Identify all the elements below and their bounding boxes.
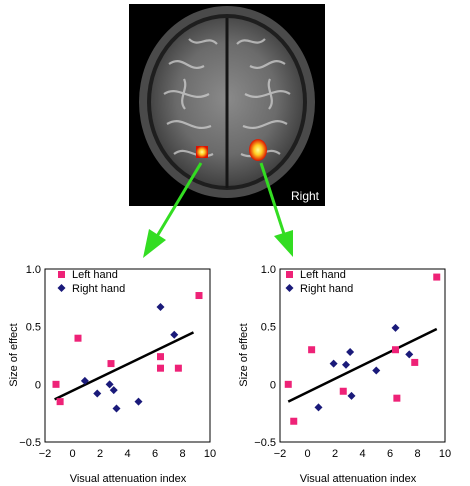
y-axis-label: Size of effect xyxy=(8,323,20,386)
data-points xyxy=(52,292,203,413)
left-arrow-shaft xyxy=(154,162,203,239)
legend-right-hand-marker xyxy=(57,284,66,292)
left-hand-point-2 xyxy=(308,346,316,354)
left-hand-point-0 xyxy=(52,380,60,388)
left-hand-point-3 xyxy=(339,387,347,395)
scatter-plot-right: −2 0 2 4 6 8 10 −0.5 0 0.5 1.0 Left hand Right ha… xyxy=(238,264,451,485)
left-arrow-head xyxy=(143,229,166,258)
right-hand-point-3 xyxy=(346,348,355,357)
x-tick-label: 8 xyxy=(179,448,185,460)
y-tick-label: 0.5 xyxy=(26,322,41,334)
left-hand-point-2 xyxy=(74,334,82,342)
data-points xyxy=(284,273,441,425)
left-hand-point-6 xyxy=(411,358,419,366)
left-hand-point-5 xyxy=(157,364,164,372)
y-tick-label: 1.0 xyxy=(261,264,276,276)
right-hand-point-7 xyxy=(170,330,179,339)
legend-right-hand-marker xyxy=(285,284,294,292)
right-hand-point-6 xyxy=(156,303,165,312)
left-hand-point-7 xyxy=(195,292,203,300)
x-tick-label: 6 xyxy=(152,448,158,460)
arrows xyxy=(143,162,293,258)
brain-mri-image: Right xyxy=(129,4,325,206)
y-tick-label: 0 xyxy=(35,379,41,391)
scatter-plot-left: −2 0 2 4 6 8 10 −0.5 0 0.5 1.0 Left hand Right ha… xyxy=(8,264,216,485)
legend-left-hand-marker xyxy=(286,271,293,278)
x-tick-label: 0 xyxy=(69,448,75,460)
x-tick-label: 8 xyxy=(414,448,420,460)
right-hand-point-0 xyxy=(80,376,89,385)
trendline xyxy=(287,327,438,403)
x-tick-label: 4 xyxy=(124,448,130,460)
legend: Left hand Right hand xyxy=(57,269,125,295)
left-hand-point-0 xyxy=(284,380,292,388)
legend-right-hand-label: Right hand xyxy=(300,283,353,295)
x-tick-label: −2 xyxy=(39,448,52,460)
x-tick-label: 10 xyxy=(204,448,216,460)
left-hand-point-1 xyxy=(290,417,298,425)
right-hand-point-6 xyxy=(391,323,400,332)
right-hand-point-0 xyxy=(314,403,323,412)
x-tick-labels: −2 0 2 4 6 8 10 xyxy=(39,448,216,460)
x-axis-label: Visual attenuation index xyxy=(300,473,417,485)
left-hand-point-4 xyxy=(157,353,164,361)
x-tick-labels: −2 0 2 4 6 8 10 xyxy=(274,448,451,460)
y-tick-label: 0 xyxy=(270,379,276,391)
legend-right-hand-label: Right hand xyxy=(72,283,125,295)
x-axis-label: Visual attenuation index xyxy=(70,473,187,485)
legend: Left hand Right hand xyxy=(285,269,353,295)
right-arrow-head xyxy=(274,230,293,257)
side-label: Right xyxy=(291,189,320,203)
x-tick-label: 2 xyxy=(332,448,338,460)
left-activation-spot xyxy=(196,146,208,158)
right-hand-point-4 xyxy=(347,391,356,400)
y-tick-label: −0.5 xyxy=(254,437,276,449)
right-hand-point-3 xyxy=(109,386,118,395)
y-axis-label: Size of effect xyxy=(238,323,250,386)
y-tick-labels: −0.5 0 0.5 1.0 xyxy=(19,264,41,449)
x-tick-label: 2 xyxy=(97,448,103,460)
left-hand-point-7 xyxy=(433,273,441,281)
left-hand-point-5 xyxy=(393,394,401,402)
left-hand-point-3 xyxy=(107,360,115,368)
right-hand-point-2 xyxy=(105,380,114,389)
y-tick-label: 0.5 xyxy=(261,322,276,334)
plot-frame xyxy=(44,268,211,443)
y-tick-labels: −0.5 0 0.5 1.0 xyxy=(254,264,276,449)
right-hand-point-5 xyxy=(372,366,381,375)
right-hand-point-1 xyxy=(329,359,338,368)
left-hand-point-4 xyxy=(392,346,399,354)
x-tick-label: −2 xyxy=(274,448,287,460)
trendline xyxy=(54,331,195,401)
x-tick-label: 0 xyxy=(304,448,310,460)
y-tick-label: −0.5 xyxy=(19,437,41,449)
legend-left-hand-label: Left hand xyxy=(300,269,346,281)
right-hand-point-1 xyxy=(93,389,102,398)
x-tick-label: 6 xyxy=(387,448,393,460)
legend-left-hand-marker xyxy=(58,271,65,278)
plot-frame xyxy=(279,268,446,443)
x-tick-label: 10 xyxy=(439,448,451,460)
left-hand-point-1 xyxy=(56,398,64,406)
right-hand-point-4 xyxy=(112,404,121,413)
y-tick-label: 1.0 xyxy=(26,264,41,276)
right-hand-point-7 xyxy=(405,350,414,359)
right-arrow-shaft xyxy=(259,162,286,235)
right-hand-point-5 xyxy=(134,397,143,406)
right-activation-spot xyxy=(249,139,267,161)
legend-left-hand-label: Left hand xyxy=(72,269,118,281)
right-hand-point-2 xyxy=(342,360,350,369)
left-hand-point-6 xyxy=(174,364,182,372)
x-tick-label: 4 xyxy=(359,448,365,460)
